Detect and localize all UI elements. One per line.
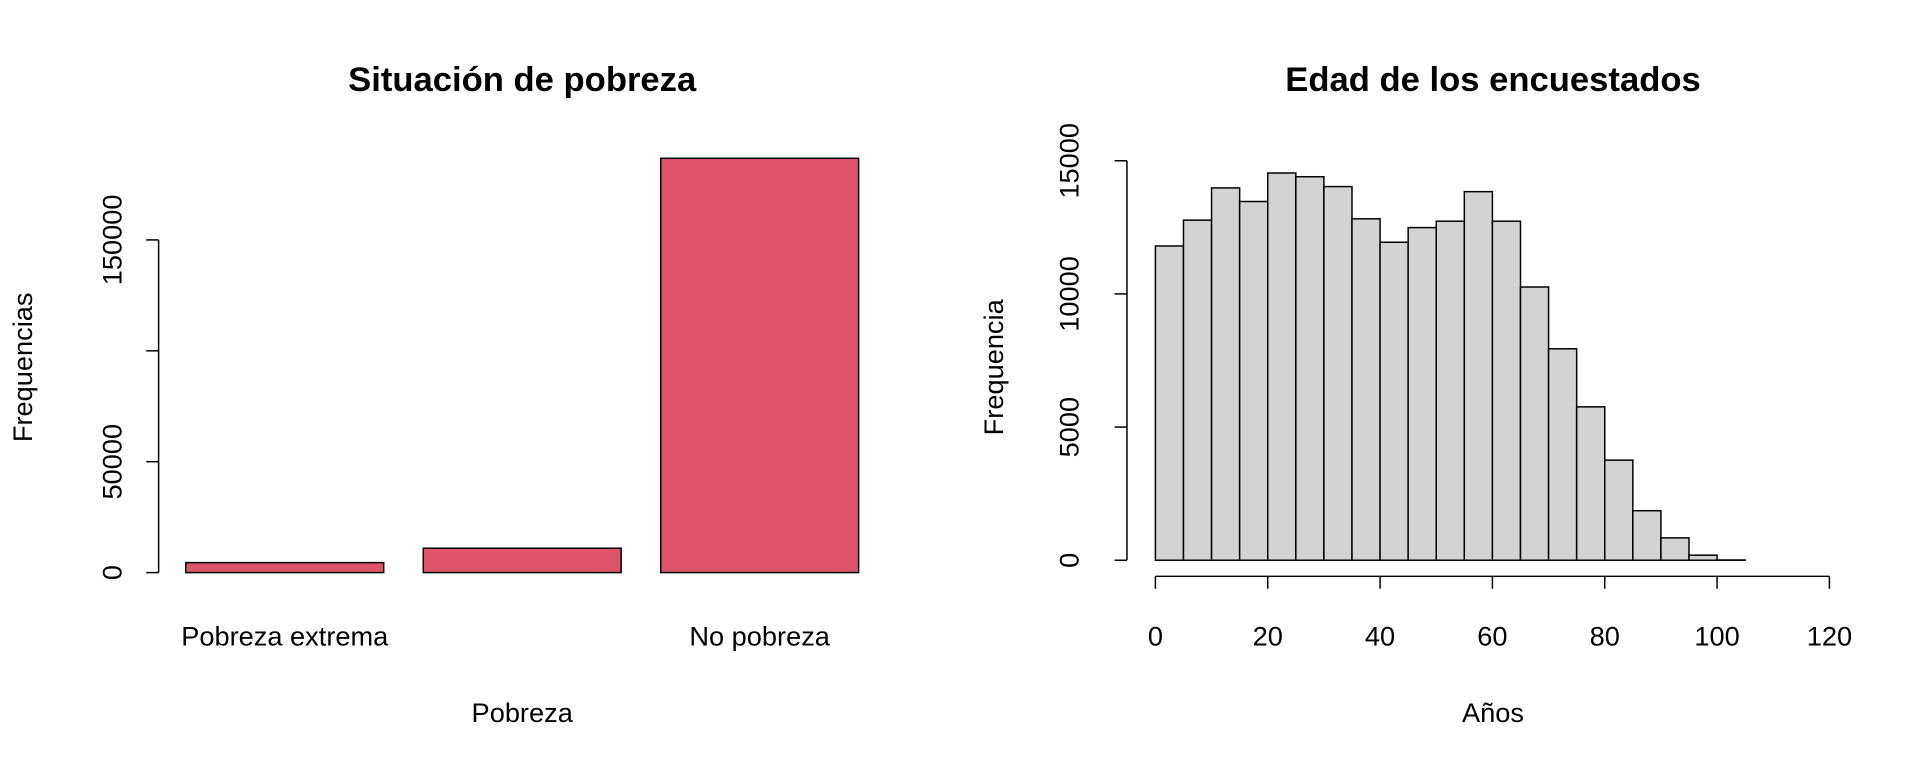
y-axis-label: Frequencias bbox=[7, 292, 38, 442]
histogram-bar bbox=[1210, 187, 1241, 561]
bar bbox=[185, 561, 385, 574]
x-tick-label: 100 bbox=[1694, 620, 1739, 651]
bar bbox=[659, 157, 860, 574]
x-tick-label: Pobreza extrema bbox=[181, 620, 389, 651]
histogram-bar bbox=[1547, 348, 1578, 561]
x-tick-label: No pobreza bbox=[689, 620, 830, 651]
x-axis-label: Pobreza bbox=[472, 697, 574, 728]
y-tick-label: 15000 bbox=[1053, 123, 1084, 199]
histogram-bar bbox=[1154, 245, 1185, 561]
chart-title: Situación de pobreza bbox=[348, 61, 697, 99]
x-tick-label: 40 bbox=[1365, 620, 1395, 651]
x-tick-label: 60 bbox=[1477, 620, 1507, 651]
histogram-bar bbox=[1463, 190, 1494, 561]
chart-title: Edad de los encuestados bbox=[1285, 61, 1700, 99]
histogram-bar bbox=[1266, 172, 1297, 561]
x-tick-label: 120 bbox=[1807, 620, 1852, 651]
histogram-bar bbox=[1660, 537, 1690, 561]
histogram-bar bbox=[1323, 185, 1353, 561]
histogram-bar bbox=[1491, 220, 1522, 561]
histogram-bar bbox=[1603, 459, 1634, 561]
y-tick-label: 5000 bbox=[1053, 397, 1084, 457]
y-tick-label: 10000 bbox=[1053, 256, 1084, 332]
bar bbox=[422, 547, 622, 574]
histogram-bar bbox=[1379, 241, 1409, 561]
histogram-bar bbox=[1519, 286, 1550, 561]
histogram-bar bbox=[1295, 175, 1325, 561]
histogram-bar bbox=[1238, 200, 1269, 561]
histogram-bar bbox=[1351, 218, 1381, 561]
histogram-bar bbox=[1407, 226, 1437, 561]
x-tick-label: 80 bbox=[1590, 620, 1620, 651]
histogram-bar bbox=[1632, 509, 1662, 561]
y-axis-label: Frequencia bbox=[978, 298, 1009, 435]
x-tick-label: 0 bbox=[1148, 620, 1163, 651]
y-tick-label: 50000 bbox=[96, 424, 127, 500]
y-tick-label: 150000 bbox=[96, 195, 127, 286]
histogram-bar bbox=[1182, 219, 1213, 561]
x-tick-label: 20 bbox=[1253, 620, 1283, 651]
histogram-bar bbox=[1575, 406, 1606, 561]
x-axis-label: Años bbox=[1462, 697, 1524, 728]
histogram-bar bbox=[1688, 554, 1718, 561]
y-tick-label: 0 bbox=[96, 565, 127, 580]
histogram-bar bbox=[1435, 220, 1466, 561]
y-tick-label: 0 bbox=[1053, 553, 1084, 568]
